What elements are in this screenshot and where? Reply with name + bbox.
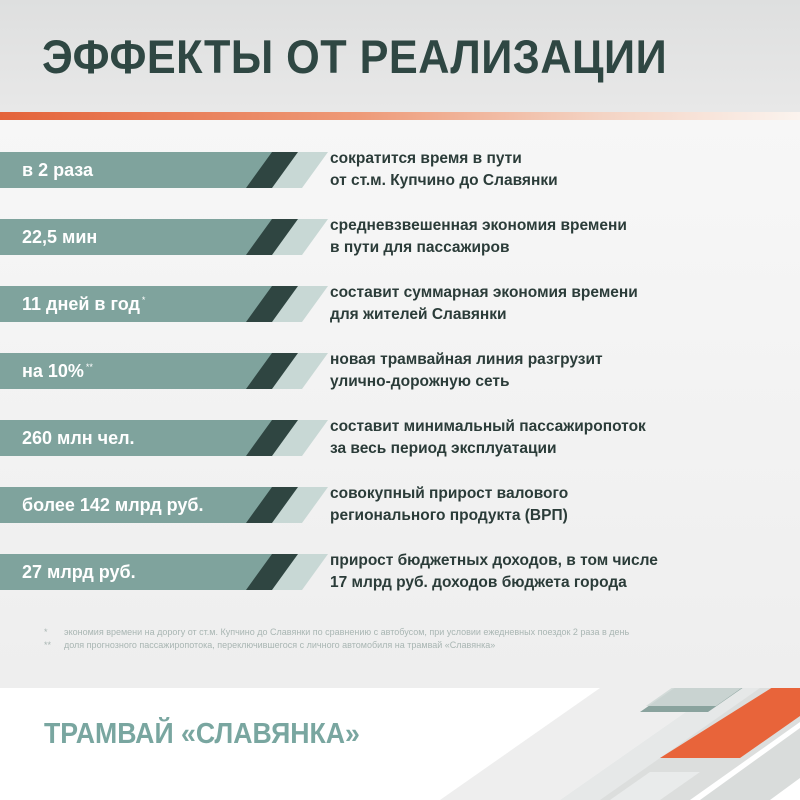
effect-row: в 2 раза сократится время в пути от ст.м. … [0, 148, 800, 208]
effect-description: составит минимальный пассажиропоток за ве… [330, 416, 790, 460]
effect-description: сократится время в пути от ст.м. Купчино … [330, 148, 790, 192]
footnote: ** доля прогнозного пассажиропотока, пер… [44, 639, 784, 652]
effect-description: составит суммарная экономия времени для ж… [330, 282, 790, 326]
effects-panel: в 2 раза сократится время в пути от ст.м. … [0, 120, 800, 688]
header: ЭФФЕКТЫ ОТ РЕАЛИЗАЦИИ [0, 0, 800, 112]
brand-title: ТРАМВАЙ «СЛАВЯНКА» [44, 718, 360, 750]
effect-value-text: 27 млрд руб. [22, 562, 136, 582]
effect-value: 260 млн чел. [22, 420, 135, 456]
effect-row: на 10% ** новая трамвайная линия разгрузит… [0, 349, 800, 409]
footer: ТРАМВАЙ «СЛАВЯНКА» [0, 688, 800, 800]
effect-description-line: сократится время в пути [330, 150, 522, 167]
effect-value-text: 260 млн чел. [22, 428, 135, 448]
effect-description: новая трамвайная линия разгрузит улично-д… [330, 349, 790, 393]
effect-value: 22,5 мин [22, 219, 97, 255]
effect-description: прирост бюджетных доходов, в том числе 17… [330, 550, 790, 594]
effect-description-line: средневзвешенная экономия времени [330, 217, 627, 234]
effect-row: более 142 млрд руб. совокупный прирост ва… [0, 483, 800, 543]
effect-value-bar: 27 млрд руб. [0, 554, 330, 590]
effect-description-line: улично-дорожную сеть [330, 373, 510, 390]
effect-value-text: более 142 млрд руб. [22, 495, 204, 515]
effect-value-bar: 22,5 мин [0, 219, 330, 255]
footnote-text: доля прогнозного пассажиропотока, перекл… [64, 640, 496, 650]
effect-value-text: в 2 раза [22, 160, 94, 180]
effect-description-line: для жителей Славянки [330, 306, 507, 323]
effect-value: 11 дней в год * [22, 286, 145, 322]
effect-row: 260 млн чел. составит минимальный пассажи… [0, 416, 800, 476]
effect-row: 27 млрд руб. прирост бюджетных доходов, в… [0, 550, 800, 610]
effect-description-line: составит минимальный пассажиропоток [330, 418, 646, 435]
accent-line [0, 112, 800, 120]
effect-value: в 2 раза [22, 152, 93, 188]
effect-description-line: прирост бюджетных доходов, в том числе [330, 552, 658, 569]
effect-description-line: от ст.м. Купчино до Славянки [330, 172, 558, 189]
effect-description-line: совокупный прирост валового [330, 485, 569, 502]
effect-value-bar: в 2 раза [0, 152, 330, 188]
page-title: ЭФФЕКТЫ ОТ РЕАЛИЗАЦИИ [42, 30, 668, 83]
effect-description-line: за весь период эксплуатации [330, 440, 557, 457]
effect-value: 27 млрд руб. [22, 554, 136, 590]
effect-row: 22,5 мин средневзвешенная экономия времен… [0, 215, 800, 275]
footnote-ref: * [141, 295, 146, 305]
decorative-stripes [440, 688, 800, 800]
effect-value-bar: на 10% ** [0, 353, 330, 389]
footnote-mark: ** [44, 640, 52, 650]
effect-value-text: 11 дней в год [22, 294, 140, 314]
effect-description-line: 17 млрд руб. доходов бюджета города [330, 574, 627, 591]
effect-description-line: составит суммарная экономия времени [330, 284, 638, 301]
effect-value-bar: 11 дней в год * [0, 286, 330, 322]
effect-value-text: 22,5 мин [22, 227, 98, 247]
effect-description-line: регионального продукта (ВРП) [330, 507, 568, 524]
footnotes: * экономия времени на дорогу от ст.м. Ку… [44, 626, 784, 652]
effect-description-line: новая трамвайная линия разгрузит [330, 351, 603, 368]
effect-value: на 10% ** [22, 353, 93, 389]
effect-description-line: в пути для пассажиров [330, 239, 510, 256]
footnote-mark: * [44, 627, 48, 637]
effect-value-text: на 10% [22, 361, 84, 381]
effect-value-bar: 260 млн чел. [0, 420, 330, 456]
effect-row: 11 дней в год * составит суммарная экономи… [0, 282, 800, 342]
effect-description: средневзвешенная экономия времени в пути … [330, 215, 790, 259]
effect-value-bar: более 142 млрд руб. [0, 487, 330, 523]
effect-description: совокупный прирост валового регионального… [330, 483, 790, 527]
footnote-ref: ** [85, 362, 93, 372]
footnote: * экономия времени на дорогу от ст.м. Ку… [44, 626, 784, 639]
footnote-text: экономия времени на дорогу от ст.м. Купч… [64, 627, 630, 637]
effect-value: более 142 млрд руб. [22, 487, 204, 523]
